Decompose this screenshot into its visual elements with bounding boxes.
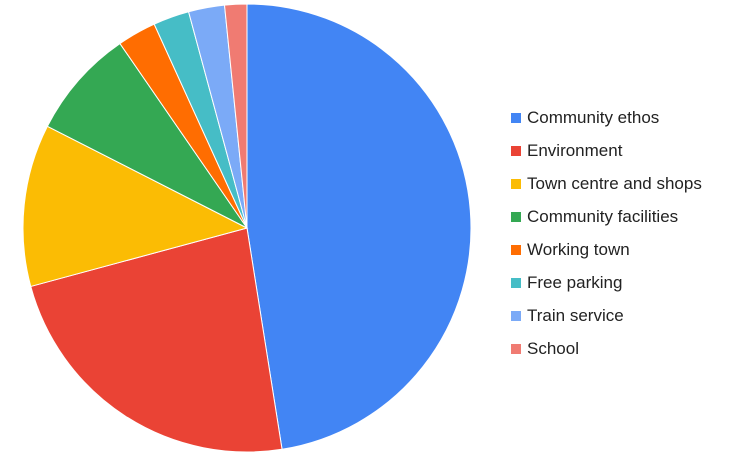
legend-swatch <box>511 310 521 321</box>
legend-label: Working town <box>527 239 630 259</box>
legend-item: Community facilities <box>511 200 744 233</box>
legend-label: Town centre and shops <box>527 173 702 193</box>
legend-swatch <box>511 343 521 354</box>
pie-slice-town-centre-and-shops <box>22 125 249 288</box>
legend-swatch <box>511 178 521 189</box>
legend-item: Working town <box>511 233 744 266</box>
pie-slice-community-facilities <box>46 42 248 229</box>
pie-slice-school <box>223 3 248 229</box>
legend-label: Community ethos <box>527 107 660 127</box>
legend-swatch <box>511 112 521 123</box>
legend-item: Train service <box>511 299 744 332</box>
legend-swatch <box>511 211 521 222</box>
legend-swatch <box>511 244 521 255</box>
legend-label: School <box>527 338 579 358</box>
pie-slice-environment <box>30 227 283 453</box>
legend-label: Environment <box>527 140 623 160</box>
legend-item: Community ethos <box>511 101 744 134</box>
pie-slices <box>22 3 472 453</box>
pie-slice-community-ethos <box>246 3 472 450</box>
legend-swatch <box>511 277 521 288</box>
legend-label: Train service <box>527 305 624 325</box>
legend-swatch <box>511 145 521 156</box>
legend-label: Free parking <box>527 272 623 292</box>
chart-legend: Community ethos Environment Town centre an… <box>511 101 744 365</box>
legend-item: School <box>511 332 744 365</box>
legend-item: Free parking <box>511 266 744 299</box>
legend-item: Town centre and shops <box>511 167 744 200</box>
legend-item: Environment <box>511 134 744 167</box>
legend-label: Community facilities <box>527 206 679 226</box>
